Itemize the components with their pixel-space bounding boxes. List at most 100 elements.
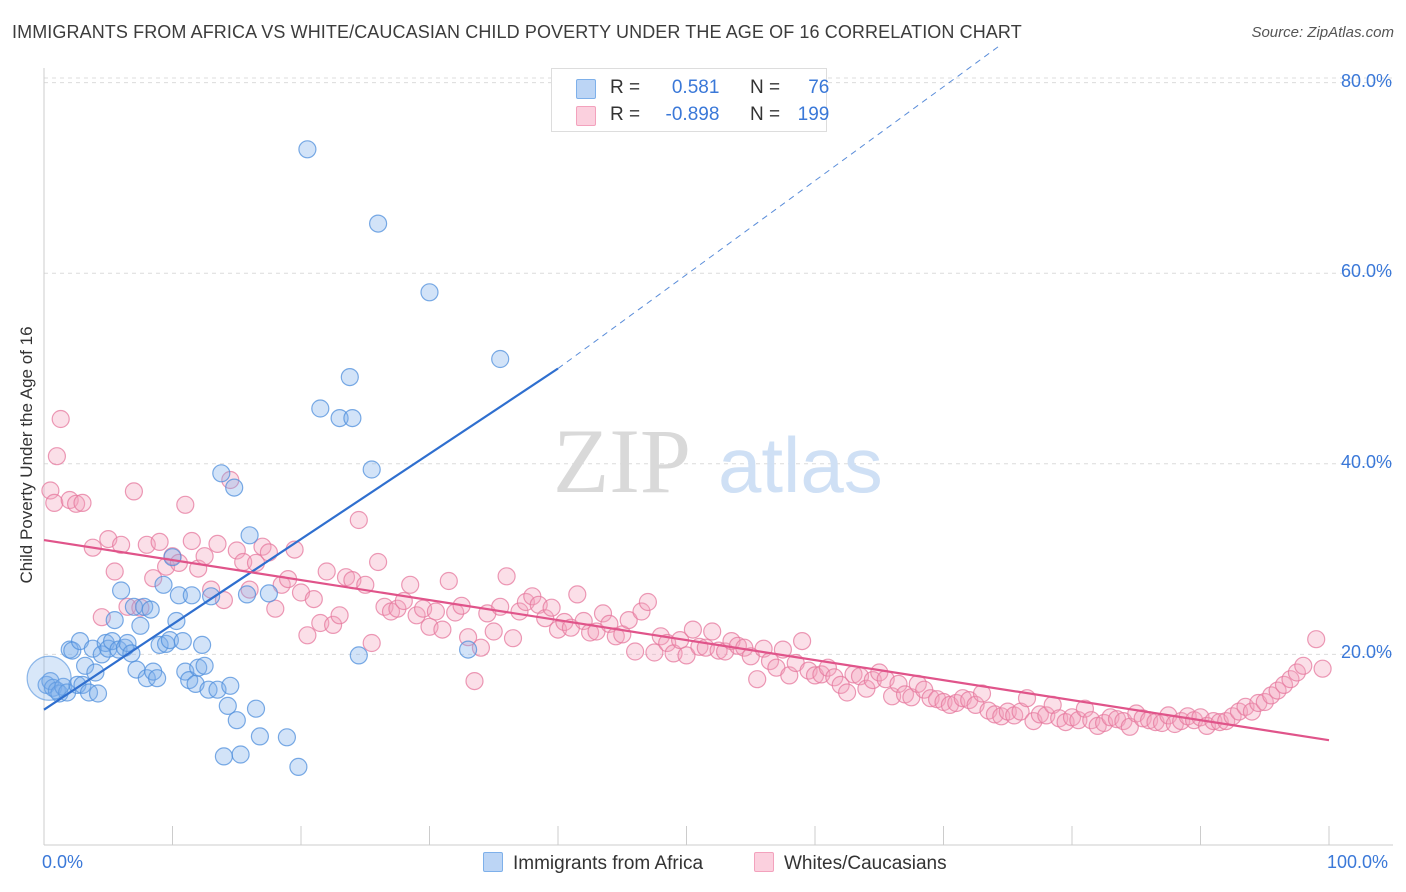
data-point <box>645 643 664 662</box>
data-point <box>638 592 658 612</box>
data-point <box>227 541 246 560</box>
data-point <box>593 604 613 623</box>
data-point <box>484 622 503 641</box>
watermark-zip: ZIP <box>553 410 691 512</box>
watermark: ZIP atlas <box>553 410 883 512</box>
y-tick-label: 20.0% <box>1340 642 1392 663</box>
bottom-legend-white: Whites/Caucasians <box>754 852 947 875</box>
y-tick-label: 60.0% <box>1340 261 1392 282</box>
data-point <box>1281 670 1300 689</box>
source-label: Source: ZipAtlas.com <box>1251 24 1394 41</box>
chart-title: IMMIGRANTS FROM AFRICA VS WHITE/CAUCASIA… <box>12 22 1022 42</box>
data-point <box>221 676 240 695</box>
data-point <box>240 526 259 545</box>
data-point <box>246 699 266 718</box>
data-point <box>266 599 285 618</box>
data-point <box>459 628 478 647</box>
data-point <box>304 589 323 609</box>
data-point <box>369 214 388 233</box>
data-point <box>343 409 362 428</box>
data-point <box>160 630 179 650</box>
trend-lines <box>43 44 1330 742</box>
r-value-africa: 0.581 <box>671 77 720 98</box>
y-axis-label: Child Poverty Under the Age of 16 <box>17 326 36 584</box>
data-point <box>837 683 857 702</box>
data-point <box>118 633 137 653</box>
data-point <box>349 646 368 665</box>
data-point <box>144 569 163 588</box>
data-point <box>703 622 722 641</box>
data-point <box>606 627 625 646</box>
data-point <box>426 602 445 621</box>
n-value-white: 199 <box>797 104 830 125</box>
data-point <box>277 728 296 747</box>
data-point <box>625 642 645 661</box>
watermark-atlas: atlas <box>718 421 883 509</box>
data-point <box>26 655 72 701</box>
r-value-white: -0.898 <box>665 104 720 125</box>
data-point <box>259 584 278 603</box>
data-point <box>542 598 561 617</box>
data-point <box>1255 692 1274 712</box>
data-point <box>972 684 992 703</box>
data-point <box>105 562 124 581</box>
data-point <box>748 670 767 689</box>
legend-text-africa: R = 0.581 N = 76 <box>610 77 829 99</box>
trend-line-white <box>43 538 1330 742</box>
data-point <box>497 567 516 586</box>
data-point <box>182 586 201 605</box>
data-point <box>88 684 108 703</box>
y-tick-label: 80.0% <box>1340 70 1392 91</box>
data-point <box>349 510 368 530</box>
data-point <box>459 640 478 659</box>
bottom-legend-swatch-white <box>754 852 774 872</box>
data-point <box>131 616 150 635</box>
data-point <box>111 535 131 554</box>
data-point <box>176 495 195 514</box>
axes <box>43 68 1393 846</box>
data-point <box>407 606 426 625</box>
data-point <box>169 586 188 605</box>
data-point <box>632 602 651 621</box>
data-point <box>831 675 850 695</box>
data-point <box>863 670 882 690</box>
data-point <box>1313 659 1332 678</box>
r-label: R = <box>610 104 641 125</box>
data-point <box>401 575 420 594</box>
data-point <box>182 531 201 551</box>
x-tick-label-max: 100.0% <box>1327 852 1389 872</box>
data-point <box>105 610 124 630</box>
data-point <box>1294 656 1313 675</box>
data-point <box>195 656 214 675</box>
data-point <box>154 575 173 594</box>
legend-swatch-white <box>576 106 596 126</box>
data-point <box>491 349 510 369</box>
data-point <box>792 631 812 651</box>
data-point <box>369 552 388 572</box>
data-point <box>433 620 452 639</box>
n-value-africa: 76 <box>808 77 830 98</box>
data-point <box>677 646 696 665</box>
legend-swatch-africa <box>576 79 596 99</box>
data-point <box>73 493 92 512</box>
data-point <box>1030 705 1050 724</box>
data-point <box>619 610 638 630</box>
data-point <box>568 585 587 604</box>
data-point <box>137 669 156 688</box>
data-point <box>1075 699 1095 718</box>
data-point <box>163 548 182 567</box>
data-point <box>330 409 349 428</box>
data-point <box>825 668 844 687</box>
data-point <box>173 631 192 651</box>
data-point <box>889 674 908 694</box>
bottom-legend-swatch-africa <box>483 852 503 872</box>
data-point <box>240 580 259 599</box>
data-point <box>47 447 67 466</box>
data-point <box>150 532 169 552</box>
data-point <box>218 696 237 716</box>
data-point <box>214 747 233 766</box>
data-point <box>683 620 703 639</box>
data-point <box>141 600 160 619</box>
data-point <box>503 629 523 648</box>
